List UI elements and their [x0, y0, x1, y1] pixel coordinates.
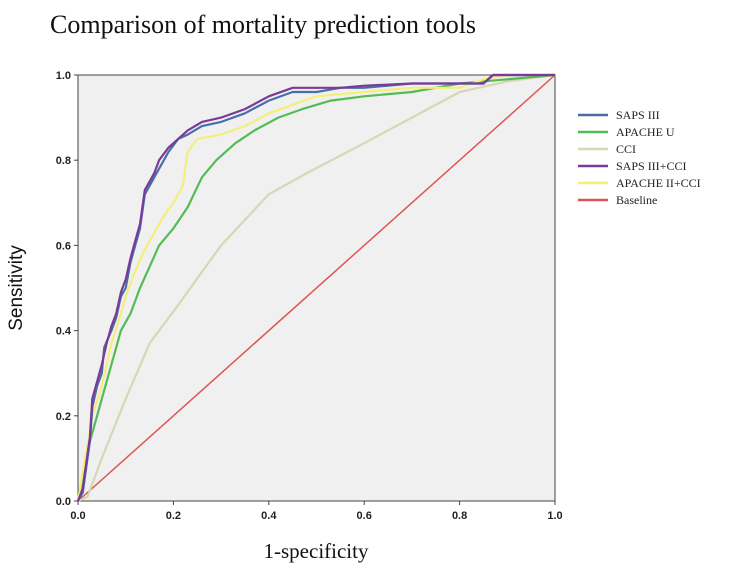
- x-tick-label: 0.8: [452, 510, 467, 522]
- legend-label-cci: CCI: [616, 142, 636, 156]
- tick-layer: 0.0 0.2 0.4 0.6 0.8 1.0 0.0 0.2 0.4 0.6 0.8 1.0: [56, 70, 563, 522]
- x-tick-label: 0.0: [70, 510, 85, 522]
- series-line-apache-ii-cci: [76, 73, 555, 502]
- series-line-saps-iii-cci: [76, 73, 555, 502]
- legend: SAPS III APACHE U CCI SAPS III+CCI APACHE II…: [578, 108, 701, 207]
- x-tick-label: 0.6: [357, 510, 372, 522]
- legend-label-apache-ii-cci: APACHE II+CCI: [616, 176, 701, 190]
- series-layer: [76, 73, 556, 503]
- y-tick-label: 0.0: [56, 496, 71, 508]
- x-tick-label: 0.2: [166, 510, 181, 522]
- legend-label-apache-u: APACHE U: [616, 125, 675, 139]
- y-axis-label: Sensitivity: [6, 245, 27, 331]
- series-line-apache-u: [76, 73, 556, 502]
- legend-label-saps-iii-cci: SAPS III+CCI: [616, 159, 686, 173]
- y-tick-label: 0.8: [56, 155, 71, 167]
- legend-label-saps-iii: SAPS III: [616, 108, 660, 122]
- legend-label-baseline: Baseline: [616, 193, 657, 207]
- series-line-cci: [77, 73, 556, 503]
- chart-title: Comparison of mortality prediction tools: [50, 10, 476, 39]
- series-line-saps-iii: [77, 73, 555, 502]
- x-axis-label: 1-specificity: [264, 539, 369, 563]
- y-tick-label: 0.4: [56, 326, 72, 338]
- y-tick-label: 0.6: [56, 240, 71, 252]
- x-tick-label: 0.4: [261, 510, 277, 522]
- y-tick-label: 0.2: [56, 411, 71, 423]
- y-tick-label: 1.0: [56, 70, 71, 82]
- series-line-baseline: [77, 74, 556, 502]
- x-tick-label: 1.0: [547, 510, 562, 522]
